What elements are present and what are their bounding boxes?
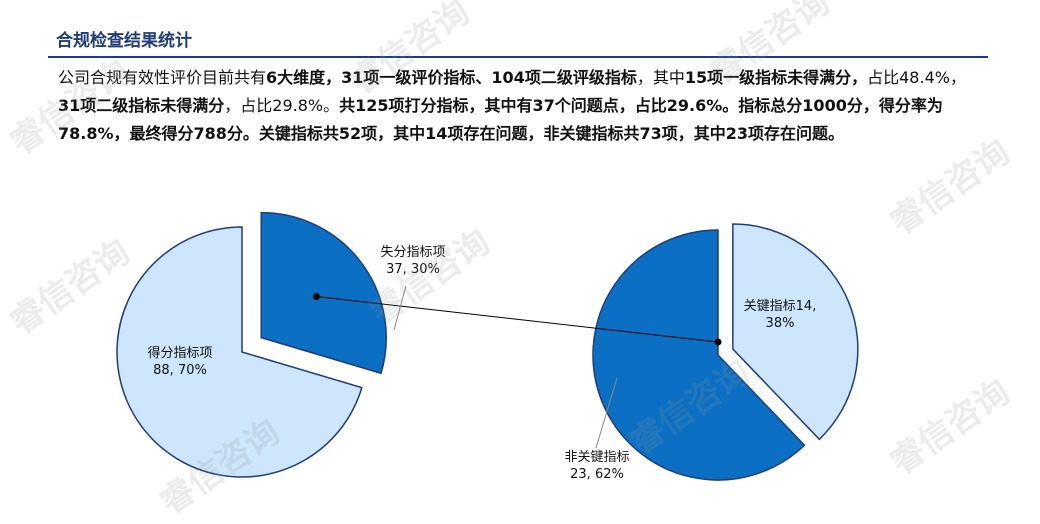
summary-segment: ，占比29.8%。 (224, 96, 340, 115)
summary-paragraph: 公司合规有效性评价目前共有6大维度，31项一级评价指标、104项二级评级指标，其… (58, 64, 988, 148)
header-divider (48, 56, 988, 58)
slice-value-label: 23, 62% (570, 467, 624, 482)
slice-value-label: 37, 30% (386, 262, 440, 277)
pie-slice (260, 211, 387, 375)
slice-value-label: 88, 70% (153, 363, 207, 378)
summary-segment: ，其中 (636, 68, 685, 87)
summary-segment: 共125项打分指标，其中有37个问题点，占比29.6%。指标总分1000分，得分… (58, 96, 943, 143)
summary-segment: 31项二级指标未得满分 (58, 96, 225, 115)
summary-segment: 占比48.4%， (867, 68, 966, 87)
leader-line (595, 377, 618, 449)
pie-slice (116, 226, 363, 478)
connector-line (316, 296, 719, 343)
summary-segment: 15项一级指标未得满分， (684, 68, 868, 87)
chart-labels: 得分指标项 88, 70% 失分指标项 37, 30% 关键指标14, 38% 非关键指标 2… (147, 245, 816, 482)
summary-segment: 6大维度，31项一级评价指标、104项二级评级指标 (266, 68, 637, 87)
section-header: 合规检查结果统计 (48, 14, 988, 58)
connector-dot-left (312, 293, 320, 301)
summary-segment: 公司合规有效性评价目前共有 (58, 68, 267, 87)
slice-label: 失分指标项 (380, 245, 445, 260)
slice-label: 非关键指标 (564, 450, 629, 465)
section-title: 合规检查结果统计 (56, 31, 192, 51)
leader-line (393, 285, 407, 331)
pie-slice (592, 229, 806, 481)
pie-chart-scoring (116, 211, 387, 478)
slice-label: 关键指标14, (744, 299, 817, 314)
slice-label: 得分指标项 (147, 345, 212, 361)
slice-value-label: 38% (766, 316, 795, 331)
pie-chart-key-indicators (592, 223, 859, 481)
connector-dot-right (714, 338, 722, 346)
pie-slice (732, 223, 859, 441)
